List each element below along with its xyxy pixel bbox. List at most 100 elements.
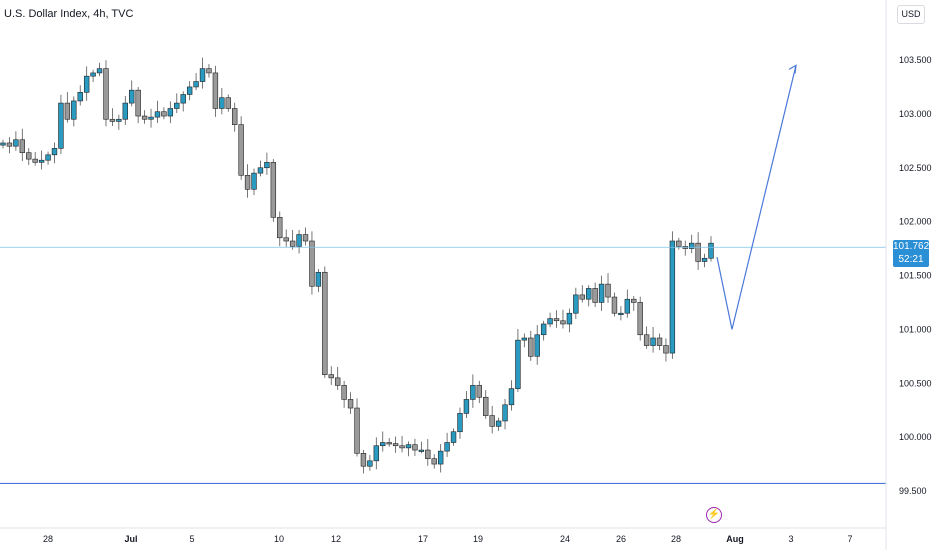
- candle-body: [463, 399, 470, 414]
- candle-body: [64, 102, 71, 120]
- candle: [83, 66, 90, 101]
- candle-body: [637, 302, 643, 336]
- candle: [425, 439, 431, 466]
- candle: [367, 455, 373, 471]
- candle: [161, 107, 167, 120]
- candle-body: [483, 396, 489, 416]
- candle-body: [611, 296, 618, 314]
- candle: [244, 164, 251, 198]
- candle: [219, 88, 225, 115]
- y-tick-label: 102.000: [899, 217, 932, 227]
- candle-body: [6, 142, 13, 147]
- candle-body: [103, 68, 109, 120]
- candle: [109, 108, 116, 126]
- y-tick-label: 100.000: [899, 432, 932, 442]
- candles: [0, 57, 714, 474]
- candle-body: [586, 288, 592, 300]
- candle-body: [405, 444, 412, 449]
- candle: [334, 366, 341, 390]
- candle: [373, 437, 380, 470]
- candle: [206, 64, 212, 78]
- candle: [669, 231, 676, 359]
- candle-body: [270, 162, 277, 218]
- candle-body: [354, 407, 360, 454]
- candle: [566, 308, 573, 333]
- candle: [103, 60, 109, 127]
- candle: [232, 102, 238, 132]
- y-tick-label: 101.500: [899, 271, 932, 281]
- candle-body: [431, 458, 437, 465]
- candle-body: [277, 217, 283, 239]
- candle: [412, 438, 418, 456]
- candle: [586, 285, 592, 307]
- candle: [341, 380, 347, 408]
- candle-body: [618, 312, 624, 316]
- candle: [45, 151, 51, 165]
- candle-body: [199, 68, 206, 82]
- candle: [212, 65, 219, 117]
- candle: [605, 273, 611, 303]
- candle-body: [457, 413, 463, 433]
- candle-body: [289, 240, 296, 247]
- candle-body: [174, 102, 180, 109]
- candle-body: [373, 445, 380, 462]
- candle-body: [77, 92, 83, 102]
- candle-body: [83, 75, 90, 93]
- candle-body: [322, 271, 328, 375]
- candle: [141, 110, 148, 124]
- candle: [167, 101, 174, 124]
- candle: [251, 168, 257, 196]
- candle-body: [264, 162, 270, 169]
- candle-body: [560, 320, 566, 325]
- candle-body: [251, 172, 257, 190]
- y-tick-label: 103.000: [899, 109, 932, 119]
- candle: [6, 137, 13, 154]
- candle: [650, 327, 656, 353]
- candle: [618, 306, 624, 321]
- candle-body: [688, 242, 695, 249]
- candle: [289, 230, 296, 250]
- candle-body: [360, 452, 367, 467]
- candle: [257, 160, 264, 177]
- candle-body: [547, 318, 553, 325]
- candle-body: [553, 318, 560, 322]
- currency-selector[interactable]: USD: [897, 5, 925, 24]
- candle-body: [257, 167, 264, 174]
- candle: [444, 432, 450, 457]
- candle: [360, 450, 367, 474]
- candle: [193, 73, 199, 91]
- x-tick-label: 24: [560, 534, 570, 544]
- candle-body: [90, 72, 96, 77]
- candle-body: [96, 68, 103, 74]
- candle-body: [109, 118, 116, 122]
- candle-body: [71, 100, 77, 120]
- candle: [405, 441, 412, 457]
- candle: [148, 108, 154, 128]
- candle-body: [444, 442, 450, 452]
- candle: [0, 139, 6, 149]
- candle-body: [219, 97, 225, 109]
- candle: [186, 81, 193, 101]
- candle-body: [502, 404, 508, 422]
- candle-body: [116, 118, 122, 122]
- candle-body: [386, 442, 392, 445]
- candle: [51, 142, 58, 164]
- candle: [431, 454, 437, 469]
- candle: [663, 338, 669, 362]
- candle-body: [437, 450, 444, 465]
- y-tick-label: 102.500: [899, 163, 932, 173]
- candle: [277, 211, 283, 247]
- candle-body: [605, 283, 611, 298]
- candle: [528, 330, 534, 361]
- candle-body: [26, 152, 32, 160]
- candle: [573, 287, 579, 320]
- lightning-icon[interactable]: ⚡: [706, 507, 722, 523]
- candle: [592, 282, 598, 307]
- candle-body: [296, 234, 302, 247]
- candle-body: [695, 242, 701, 262]
- candle: [225, 94, 231, 112]
- candle-body: [19, 139, 26, 153]
- candle: [71, 96, 77, 127]
- annotation-lines: [0, 64, 886, 485]
